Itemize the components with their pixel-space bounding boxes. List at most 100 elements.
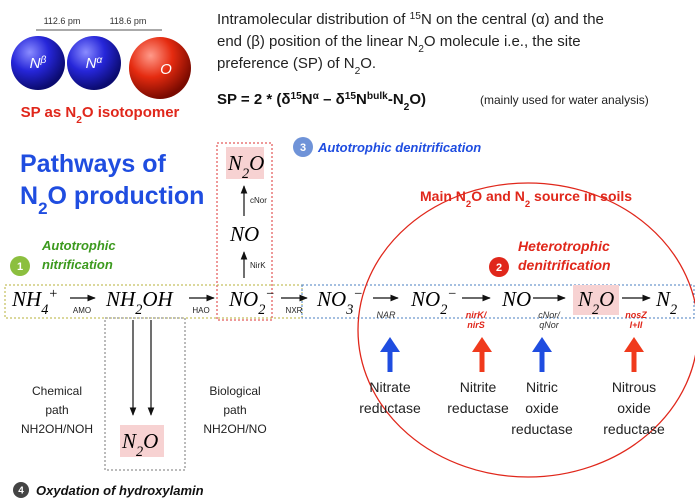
text-run: SP as N xyxy=(21,104,77,121)
text-run: preference (SP) of N xyxy=(217,55,355,72)
subscript: 3 xyxy=(345,302,353,318)
text-run: N xyxy=(30,55,41,72)
text-run: source in soils xyxy=(530,188,632,204)
species: N2 xyxy=(655,287,677,318)
enzyme: NAR xyxy=(376,310,396,320)
text-run: NH xyxy=(105,287,137,311)
superscript: − xyxy=(353,286,363,302)
text-run: Main N xyxy=(420,188,466,204)
subscript: 2 xyxy=(135,302,142,318)
soil-source-ellipse xyxy=(357,182,695,478)
highlight xyxy=(120,425,164,457)
text-run: O isotopomer xyxy=(82,104,180,121)
atom-n-beta xyxy=(11,36,65,90)
enzyme: cNor/ xyxy=(538,310,561,320)
title: Pathways of xyxy=(20,150,167,178)
pathway-label: Oxydation of hydroxylamin xyxy=(36,483,204,498)
species: NO xyxy=(229,222,259,246)
enzyme: NXR xyxy=(286,306,303,315)
subscript: 2 xyxy=(242,166,249,182)
text-run: N xyxy=(356,91,367,108)
badge xyxy=(489,257,509,277)
arrows xyxy=(70,185,651,416)
text-run: N xyxy=(302,91,313,108)
sp-formula: SP = 2 * (δ15Nα – δ15Nbulk-N2O) xyxy=(217,91,426,113)
atom-label: O xyxy=(160,61,172,78)
species: NO2− xyxy=(228,286,275,318)
description-line: Intramolecular distribution of 15N on th… xyxy=(217,11,604,29)
text-run: O and N xyxy=(471,188,525,204)
superscript: β xyxy=(40,55,47,66)
pathway-label: nitrification xyxy=(42,257,113,272)
pathway-label: Autotrophic denitrification xyxy=(317,140,481,155)
superscript: α xyxy=(97,55,104,66)
subscript: 2 xyxy=(670,302,677,318)
enzyme-arrows xyxy=(380,337,644,372)
badge-number: 3 xyxy=(300,142,306,154)
superscript: − xyxy=(265,286,275,302)
text-run: O xyxy=(160,61,172,78)
text-run: N xyxy=(577,287,593,311)
enzyme: nosZ xyxy=(625,310,647,320)
bond-length: 112.6 pm xyxy=(44,16,81,26)
text-run: O molecule i.e., the site xyxy=(424,33,581,50)
description-line: end (β) position of the linear N2O molec… xyxy=(217,33,581,55)
enzyme: nirK/ xyxy=(466,310,488,320)
pathway-label: denitrification xyxy=(518,257,611,273)
species: NO2− xyxy=(410,286,457,318)
species: N2O xyxy=(577,287,614,318)
reductase-label: oxide xyxy=(525,400,559,416)
badge-number: 2 xyxy=(496,262,502,274)
badge xyxy=(13,482,29,498)
path-label: path xyxy=(45,403,68,417)
text-run: Intramolecular distribution of xyxy=(217,11,410,28)
pathway-label: Autotrophic xyxy=(41,238,116,253)
text-run: N xyxy=(20,182,38,210)
superscript: 15 xyxy=(345,91,357,102)
reductase-label: reductase xyxy=(359,400,421,416)
title: N2O production xyxy=(20,182,204,218)
text-run: NO xyxy=(228,287,258,311)
text-run: O xyxy=(143,429,158,453)
text-run: -N xyxy=(388,91,404,108)
badge-number: 1 xyxy=(17,261,23,273)
text-run: O xyxy=(599,287,614,311)
text-run: NO xyxy=(229,222,259,246)
subscript: 2 xyxy=(38,199,47,218)
superscript: α xyxy=(313,91,320,102)
hydroxylamine-box xyxy=(104,317,186,471)
bond-length: 118.6 pm xyxy=(110,16,147,26)
species: N2O xyxy=(227,151,264,182)
reductase-label: reductase xyxy=(447,400,509,416)
text-run: NO xyxy=(316,287,346,311)
reductase-label: Nitrite xyxy=(460,379,497,395)
text-run: N on the central (α) and the xyxy=(421,11,604,28)
caption: SP as N2O isotopomer xyxy=(21,104,180,126)
soil-note: Main N2O and N2 source in soils xyxy=(420,188,632,210)
atom-n-alpha xyxy=(67,36,121,90)
subscript: 2 xyxy=(440,302,447,318)
highlight xyxy=(226,147,264,179)
species: NH2OH xyxy=(105,287,174,318)
text-run: O xyxy=(249,151,264,175)
subscript: 2 xyxy=(404,102,410,113)
atom-label: Nα xyxy=(86,55,104,73)
species: NO xyxy=(501,287,531,311)
enzyme: I+II xyxy=(630,320,643,330)
text-run: O) xyxy=(409,91,426,108)
subscript: 2 xyxy=(76,115,82,126)
text-run: N xyxy=(227,151,243,175)
path-label: NH2OH/NO xyxy=(203,422,266,436)
enzyme: qNor xyxy=(539,320,560,330)
highlight xyxy=(573,285,619,315)
reductase-label: Nitric xyxy=(526,379,558,395)
subscript: 2 xyxy=(355,66,361,77)
badge xyxy=(293,137,313,157)
subscript: 2 xyxy=(258,302,265,318)
text-run: NO xyxy=(410,287,440,311)
text-run: – δ xyxy=(319,91,345,108)
subscript: 2 xyxy=(592,302,599,318)
subscript: 4 xyxy=(41,302,48,318)
subscript: 2 xyxy=(136,444,143,460)
